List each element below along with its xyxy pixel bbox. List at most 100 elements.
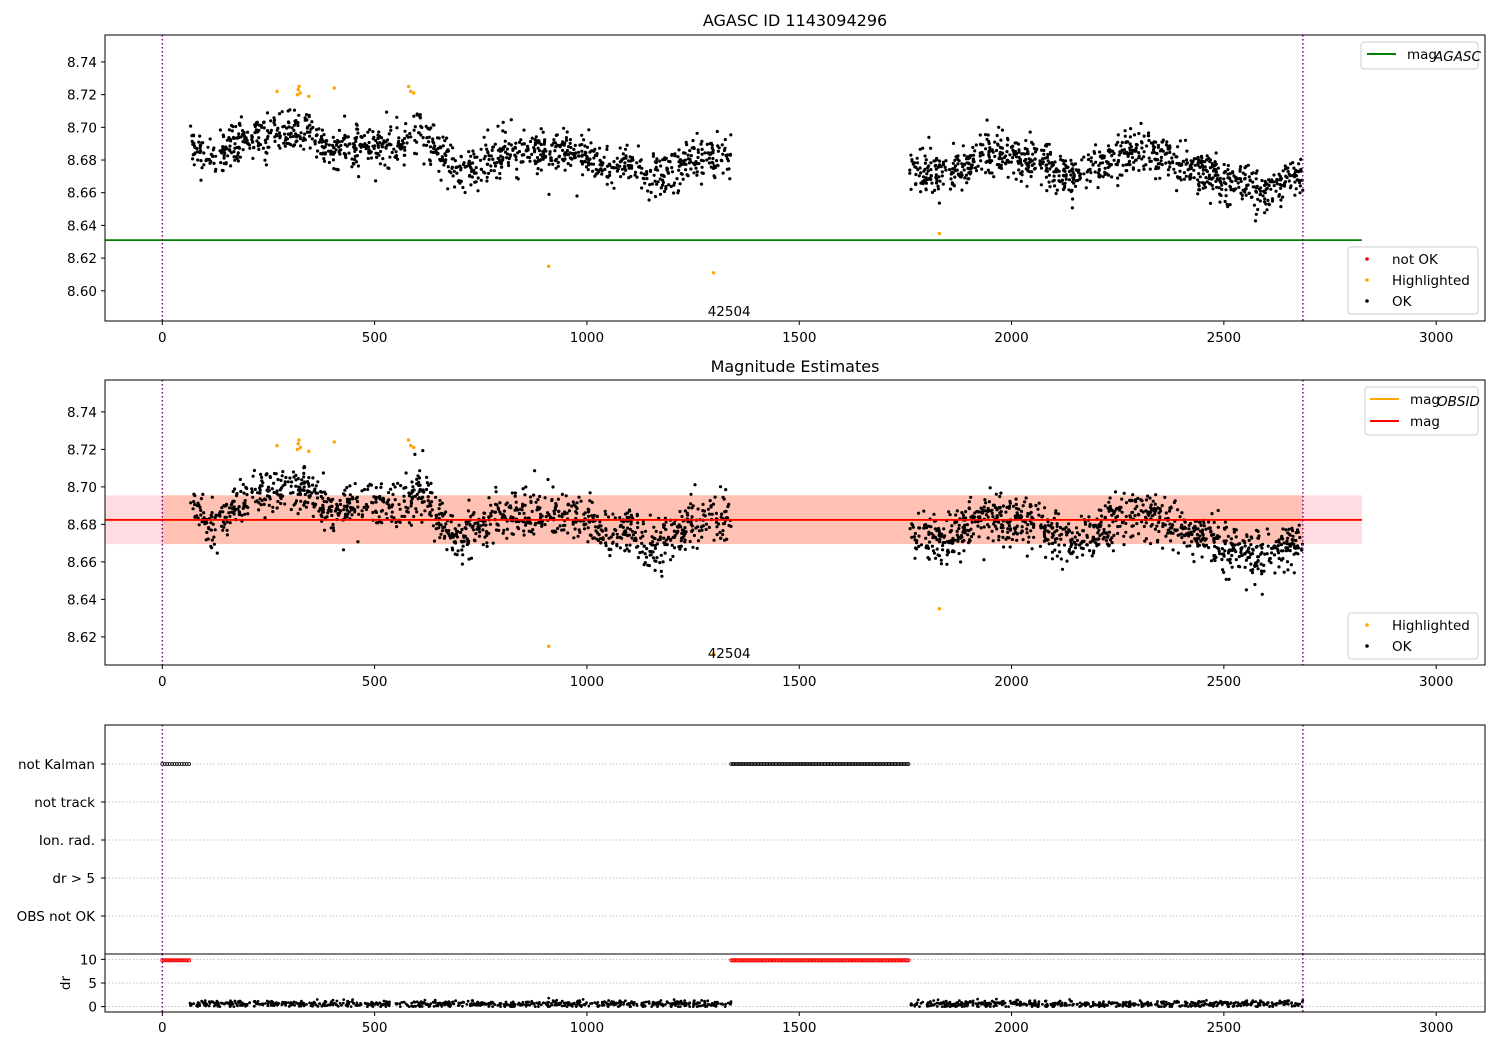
ok-point <box>527 529 531 533</box>
dr-point <box>488 1001 491 1005</box>
ok-point <box>1004 510 1008 514</box>
dr-point <box>341 1001 345 1005</box>
ok-point <box>1098 174 1102 178</box>
ok-point <box>579 499 583 503</box>
ok-point <box>988 171 992 175</box>
ok-point <box>1019 513 1023 518</box>
ok-point <box>1075 538 1079 543</box>
y-tick-label: 8.68 <box>67 517 97 533</box>
ok-point <box>474 166 478 170</box>
ok-point <box>695 131 699 135</box>
ok-point <box>1157 166 1161 170</box>
ok-point <box>1157 511 1161 515</box>
ok-point <box>479 147 483 151</box>
ok-point <box>430 508 434 512</box>
ok-point <box>479 178 483 182</box>
ok-point <box>205 530 209 535</box>
ok-point <box>685 511 689 515</box>
legend-box <box>1360 41 1479 70</box>
ok-point <box>935 538 939 542</box>
ok-point <box>635 161 639 165</box>
ok-point <box>233 507 237 512</box>
ok-point <box>1032 535 1036 540</box>
ok-point <box>623 166 627 170</box>
ok-point <box>1026 169 1030 173</box>
ok-point <box>1189 162 1193 166</box>
ok-point <box>1169 539 1173 543</box>
ok-point <box>342 136 346 140</box>
ok-point <box>999 526 1003 530</box>
ok-point <box>965 528 969 532</box>
ok-point <box>425 481 429 485</box>
ok-point <box>721 171 725 175</box>
ok-point <box>501 158 505 162</box>
ok-point <box>345 144 349 148</box>
ok-point <box>302 485 306 489</box>
ok-point <box>389 125 393 129</box>
ok-point <box>1285 539 1289 543</box>
ok-point <box>1197 520 1202 524</box>
ok-point <box>432 146 436 150</box>
ok-point <box>225 533 229 537</box>
ok-point <box>472 510 476 515</box>
ok-point <box>618 160 622 164</box>
ok-point <box>1098 522 1102 526</box>
ok-point <box>1296 546 1300 550</box>
ok-point <box>1178 139 1182 143</box>
ok-point <box>1006 175 1010 179</box>
ok-point <box>1072 540 1076 545</box>
ok-point <box>999 166 1004 170</box>
ok-point <box>446 187 450 191</box>
ok-point <box>346 135 350 139</box>
ok-point <box>236 159 240 163</box>
ok-point <box>606 515 611 519</box>
ok-point <box>453 185 457 189</box>
ok-point <box>1266 544 1270 548</box>
ok-point <box>1114 507 1118 511</box>
ok-point <box>1298 184 1302 188</box>
highlighted-point <box>711 271 716 275</box>
ok-point <box>1128 514 1132 518</box>
ok-point <box>1192 560 1196 564</box>
ok-point <box>196 158 200 162</box>
ok-point <box>1055 522 1059 526</box>
ok-point <box>402 499 406 503</box>
ok-point <box>700 147 704 151</box>
ok-point <box>1010 537 1015 542</box>
ok-point <box>934 167 938 171</box>
ok-point <box>200 166 204 170</box>
ok-point <box>1107 149 1111 153</box>
ok-point <box>988 160 992 165</box>
ok-point <box>505 156 509 160</box>
ok-point <box>215 551 219 555</box>
ok-point <box>1082 172 1086 176</box>
ok-point <box>654 529 658 534</box>
ok-point <box>1230 553 1234 558</box>
ok-point <box>1187 523 1191 527</box>
ok-point <box>646 563 650 567</box>
flag-point <box>165 762 170 766</box>
ok-point <box>721 529 725 533</box>
ok-point <box>1006 527 1010 531</box>
dr-point <box>410 1001 414 1005</box>
ok-point <box>1228 557 1232 561</box>
ok-point <box>356 505 360 509</box>
ok-point <box>257 136 261 140</box>
ok-point <box>923 180 928 184</box>
ok-point <box>1224 577 1228 582</box>
ok-point <box>1204 168 1208 172</box>
ok-point <box>1013 141 1017 145</box>
ok-point <box>1288 174 1292 178</box>
ok-point <box>1098 161 1103 165</box>
ok-point <box>618 164 622 168</box>
ok-point <box>367 140 371 145</box>
ok-point <box>689 502 693 506</box>
ok-point <box>637 165 641 169</box>
ok-point <box>1200 163 1205 168</box>
y-tick-label: 8.62 <box>67 251 97 267</box>
ok-point <box>202 511 206 515</box>
ok-point <box>1137 131 1141 136</box>
ok-point <box>221 146 225 150</box>
ok-point <box>967 177 971 181</box>
